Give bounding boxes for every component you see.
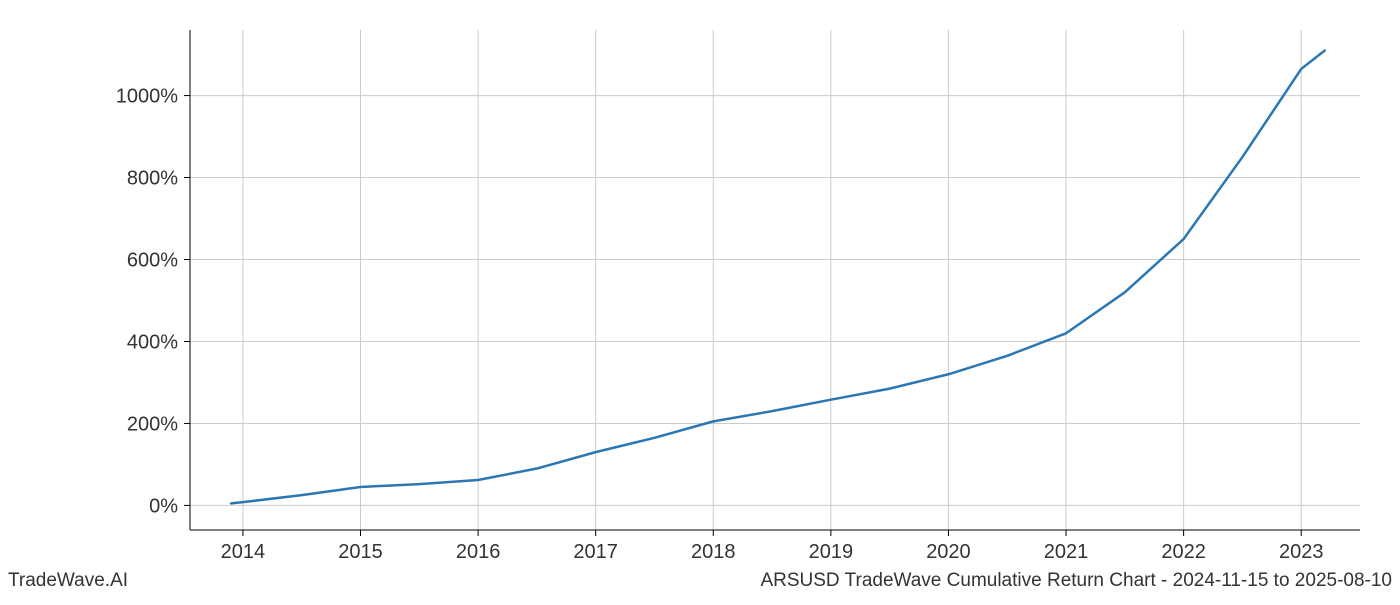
x-tick-label: 2021 bbox=[1044, 541, 1089, 563]
chart-area: 2014 2015 2016 2017 2018 2019 2020 2021 2022 2023… bbox=[0, 0, 1400, 600]
y-tick-label: 600% bbox=[127, 250, 178, 272]
x-tick-label: 2019 bbox=[809, 541, 854, 563]
y-tick-label: 0% bbox=[149, 495, 178, 517]
footer-caption: ARSUSD TradeWave Cumulative Return Chart… bbox=[760, 570, 1392, 592]
y-tick-label: 200% bbox=[127, 413, 178, 435]
x-tick-label: 2016 bbox=[456, 541, 501, 563]
x-tick-label: 2015 bbox=[338, 541, 383, 563]
footer-brand: TradeWave.AI bbox=[8, 570, 128, 592]
x-tick-label: 2022 bbox=[1161, 541, 1206, 563]
chart-bg bbox=[0, 0, 1400, 600]
y-tick-label: 1000% bbox=[116, 86, 178, 108]
line-chart-svg: 2014 2015 2016 2017 2018 2019 2020 2021 2022 2023… bbox=[0, 0, 1400, 600]
x-tick-label: 2020 bbox=[926, 541, 971, 563]
y-tick-label: 800% bbox=[127, 168, 178, 190]
x-tick-label: 2017 bbox=[573, 541, 618, 563]
x-tick-label: 2014 bbox=[221, 541, 266, 563]
x-tick-label: 2018 bbox=[691, 541, 736, 563]
x-tick-label: 2023 bbox=[1279, 541, 1324, 563]
y-tick-label: 400% bbox=[127, 331, 178, 353]
